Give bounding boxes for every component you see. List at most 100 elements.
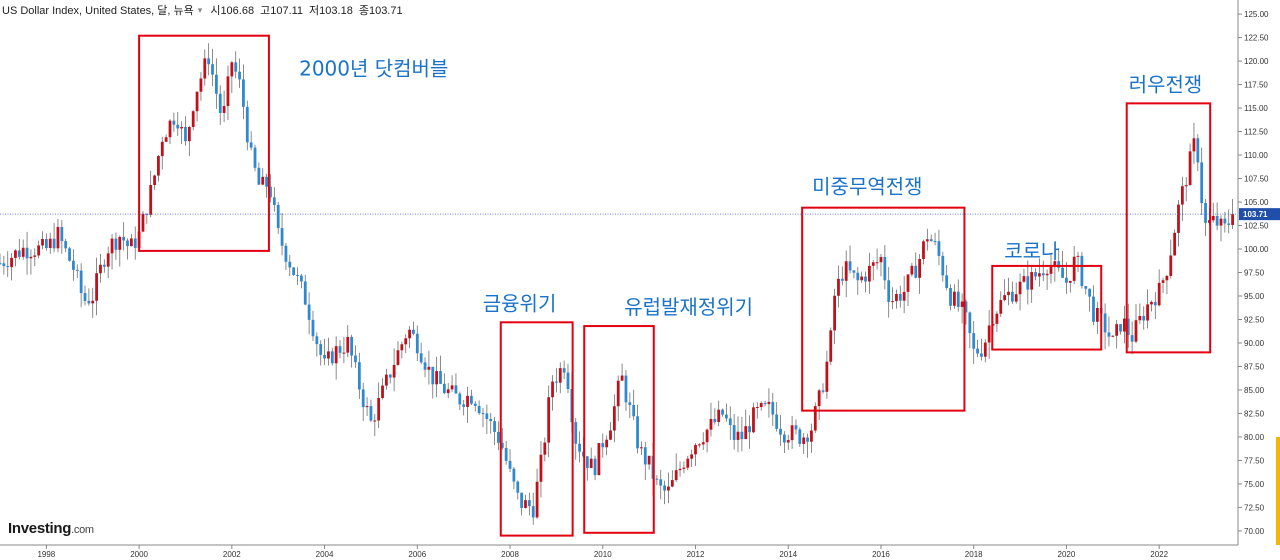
- candle-up: [860, 276, 864, 281]
- candle-up: [1180, 186, 1184, 205]
- candle-up: [191, 111, 195, 128]
- candle-down: [779, 428, 782, 435]
- chevron-down-icon[interactable]: ▾: [197, 4, 203, 15]
- candle-up: [187, 127, 191, 142]
- x-axis[interactable]: 1998 2000 2002 2004 2006 2008 2010 2012 2014 2016…: [0, 544, 1238, 559]
- candle-up: [616, 380, 620, 407]
- candle-up: [1038, 273, 1041, 277]
- x-tick-label: 2016: [872, 550, 890, 559]
- candle-up: [334, 346, 338, 364]
- y-tick-label: 87.50: [1244, 362, 1265, 371]
- y-tick-label: 92.50: [1244, 315, 1265, 324]
- candle-up: [1072, 256, 1076, 281]
- candle-up: [1192, 138, 1196, 152]
- x-tick-label: 2002: [223, 550, 241, 559]
- y-tick-label: 90.00: [1244, 339, 1265, 348]
- candle-up: [118, 236, 122, 250]
- candle-down: [102, 264, 106, 267]
- candle-down: [531, 506, 535, 518]
- candle-down: [659, 479, 663, 486]
- candle-down: [941, 255, 945, 276]
- annotation-box: [1125, 102, 1212, 354]
- open-readout: 시106.68: [210, 5, 255, 17]
- candle-down: [1107, 332, 1111, 337]
- candle-up: [1177, 204, 1180, 233]
- x-tick-label: 2020: [1058, 550, 1076, 559]
- candle-down: [655, 478, 659, 480]
- candle-down: [775, 414, 779, 429]
- candle-down: [75, 269, 79, 271]
- candle-up: [705, 429, 709, 443]
- candle-up: [543, 442, 547, 455]
- x-tick-label: 2018: [965, 550, 983, 559]
- y-axis[interactable]: 70.00 72.50 75.00 77.50 80.00 82.50 85.00 87.50…: [1237, 0, 1280, 545]
- annotation-label: 유럽발재정위기: [624, 295, 753, 319]
- candle-down: [972, 333, 976, 349]
- candle-down: [176, 124, 180, 129]
- candle-up: [539, 454, 543, 482]
- y-tick-label: 80.00: [1244, 433, 1265, 442]
- candle-up: [736, 431, 740, 440]
- candle-up: [674, 470, 678, 481]
- y-tick-label: 107.50: [1244, 175, 1269, 184]
- y-tick-label: 85.00: [1244, 386, 1265, 395]
- candle-down: [864, 276, 867, 282]
- candle-up: [844, 261, 848, 281]
- candle-down: [821, 390, 825, 392]
- candle-down: [242, 79, 245, 107]
- annotation-label: 미중무역전쟁: [812, 175, 922, 199]
- candle-up: [910, 265, 914, 275]
- candle-down: [527, 500, 531, 507]
- candle-down: [771, 401, 775, 415]
- candle-up: [983, 342, 987, 357]
- candle-down: [265, 176, 269, 187]
- y-tick-label: 102.50: [1244, 222, 1269, 231]
- y-tick-label: 75.00: [1244, 480, 1265, 489]
- x-tick-label: 2008: [501, 550, 519, 559]
- candle-up: [29, 256, 33, 259]
- candle-down: [214, 74, 218, 94]
- annotation-box: [801, 206, 966, 412]
- candle-down: [350, 336, 354, 356]
- candle-down: [299, 275, 303, 282]
- candle-down: [296, 274, 299, 276]
- candle-up: [524, 500, 527, 508]
- candle-up: [620, 375, 624, 381]
- candle-down: [257, 167, 261, 185]
- candle-down: [338, 346, 342, 353]
- candle-down: [280, 228, 284, 246]
- candle-down: [728, 418, 732, 426]
- annotation-box: [583, 325, 655, 534]
- candle-up: [1111, 335, 1115, 337]
- candle-down: [643, 447, 647, 465]
- annotation-label: 금융위기: [483, 291, 557, 315]
- candle-down: [25, 247, 29, 259]
- candle-up: [810, 430, 813, 442]
- candle-down: [415, 333, 419, 354]
- candle-down: [288, 261, 292, 268]
- candle-up: [466, 395, 469, 407]
- candle-down: [64, 241, 68, 249]
- candle-up: [180, 127, 183, 129]
- axis-scroll-handle[interactable]: [1276, 436, 1280, 545]
- candle-down: [929, 239, 933, 242]
- candle-down: [852, 270, 856, 273]
- candle-up: [446, 389, 450, 394]
- candle-down: [145, 213, 149, 215]
- candle-down: [207, 58, 211, 65]
- candle-up: [203, 58, 207, 79]
- candle-down: [624, 375, 628, 403]
- candle-up: [786, 440, 790, 443]
- candle-down: [1034, 272, 1037, 277]
- candle-down: [856, 272, 860, 281]
- candle-up: [875, 262, 879, 264]
- annotation-label: 러우전쟁: [1129, 72, 1203, 96]
- candle-up: [106, 253, 110, 267]
- candle-down: [914, 265, 918, 278]
- candle-up: [1165, 275, 1169, 281]
- candle-up: [129, 238, 133, 247]
- candle-up: [871, 262, 875, 266]
- candle-up: [168, 120, 172, 138]
- candle-up: [817, 390, 821, 407]
